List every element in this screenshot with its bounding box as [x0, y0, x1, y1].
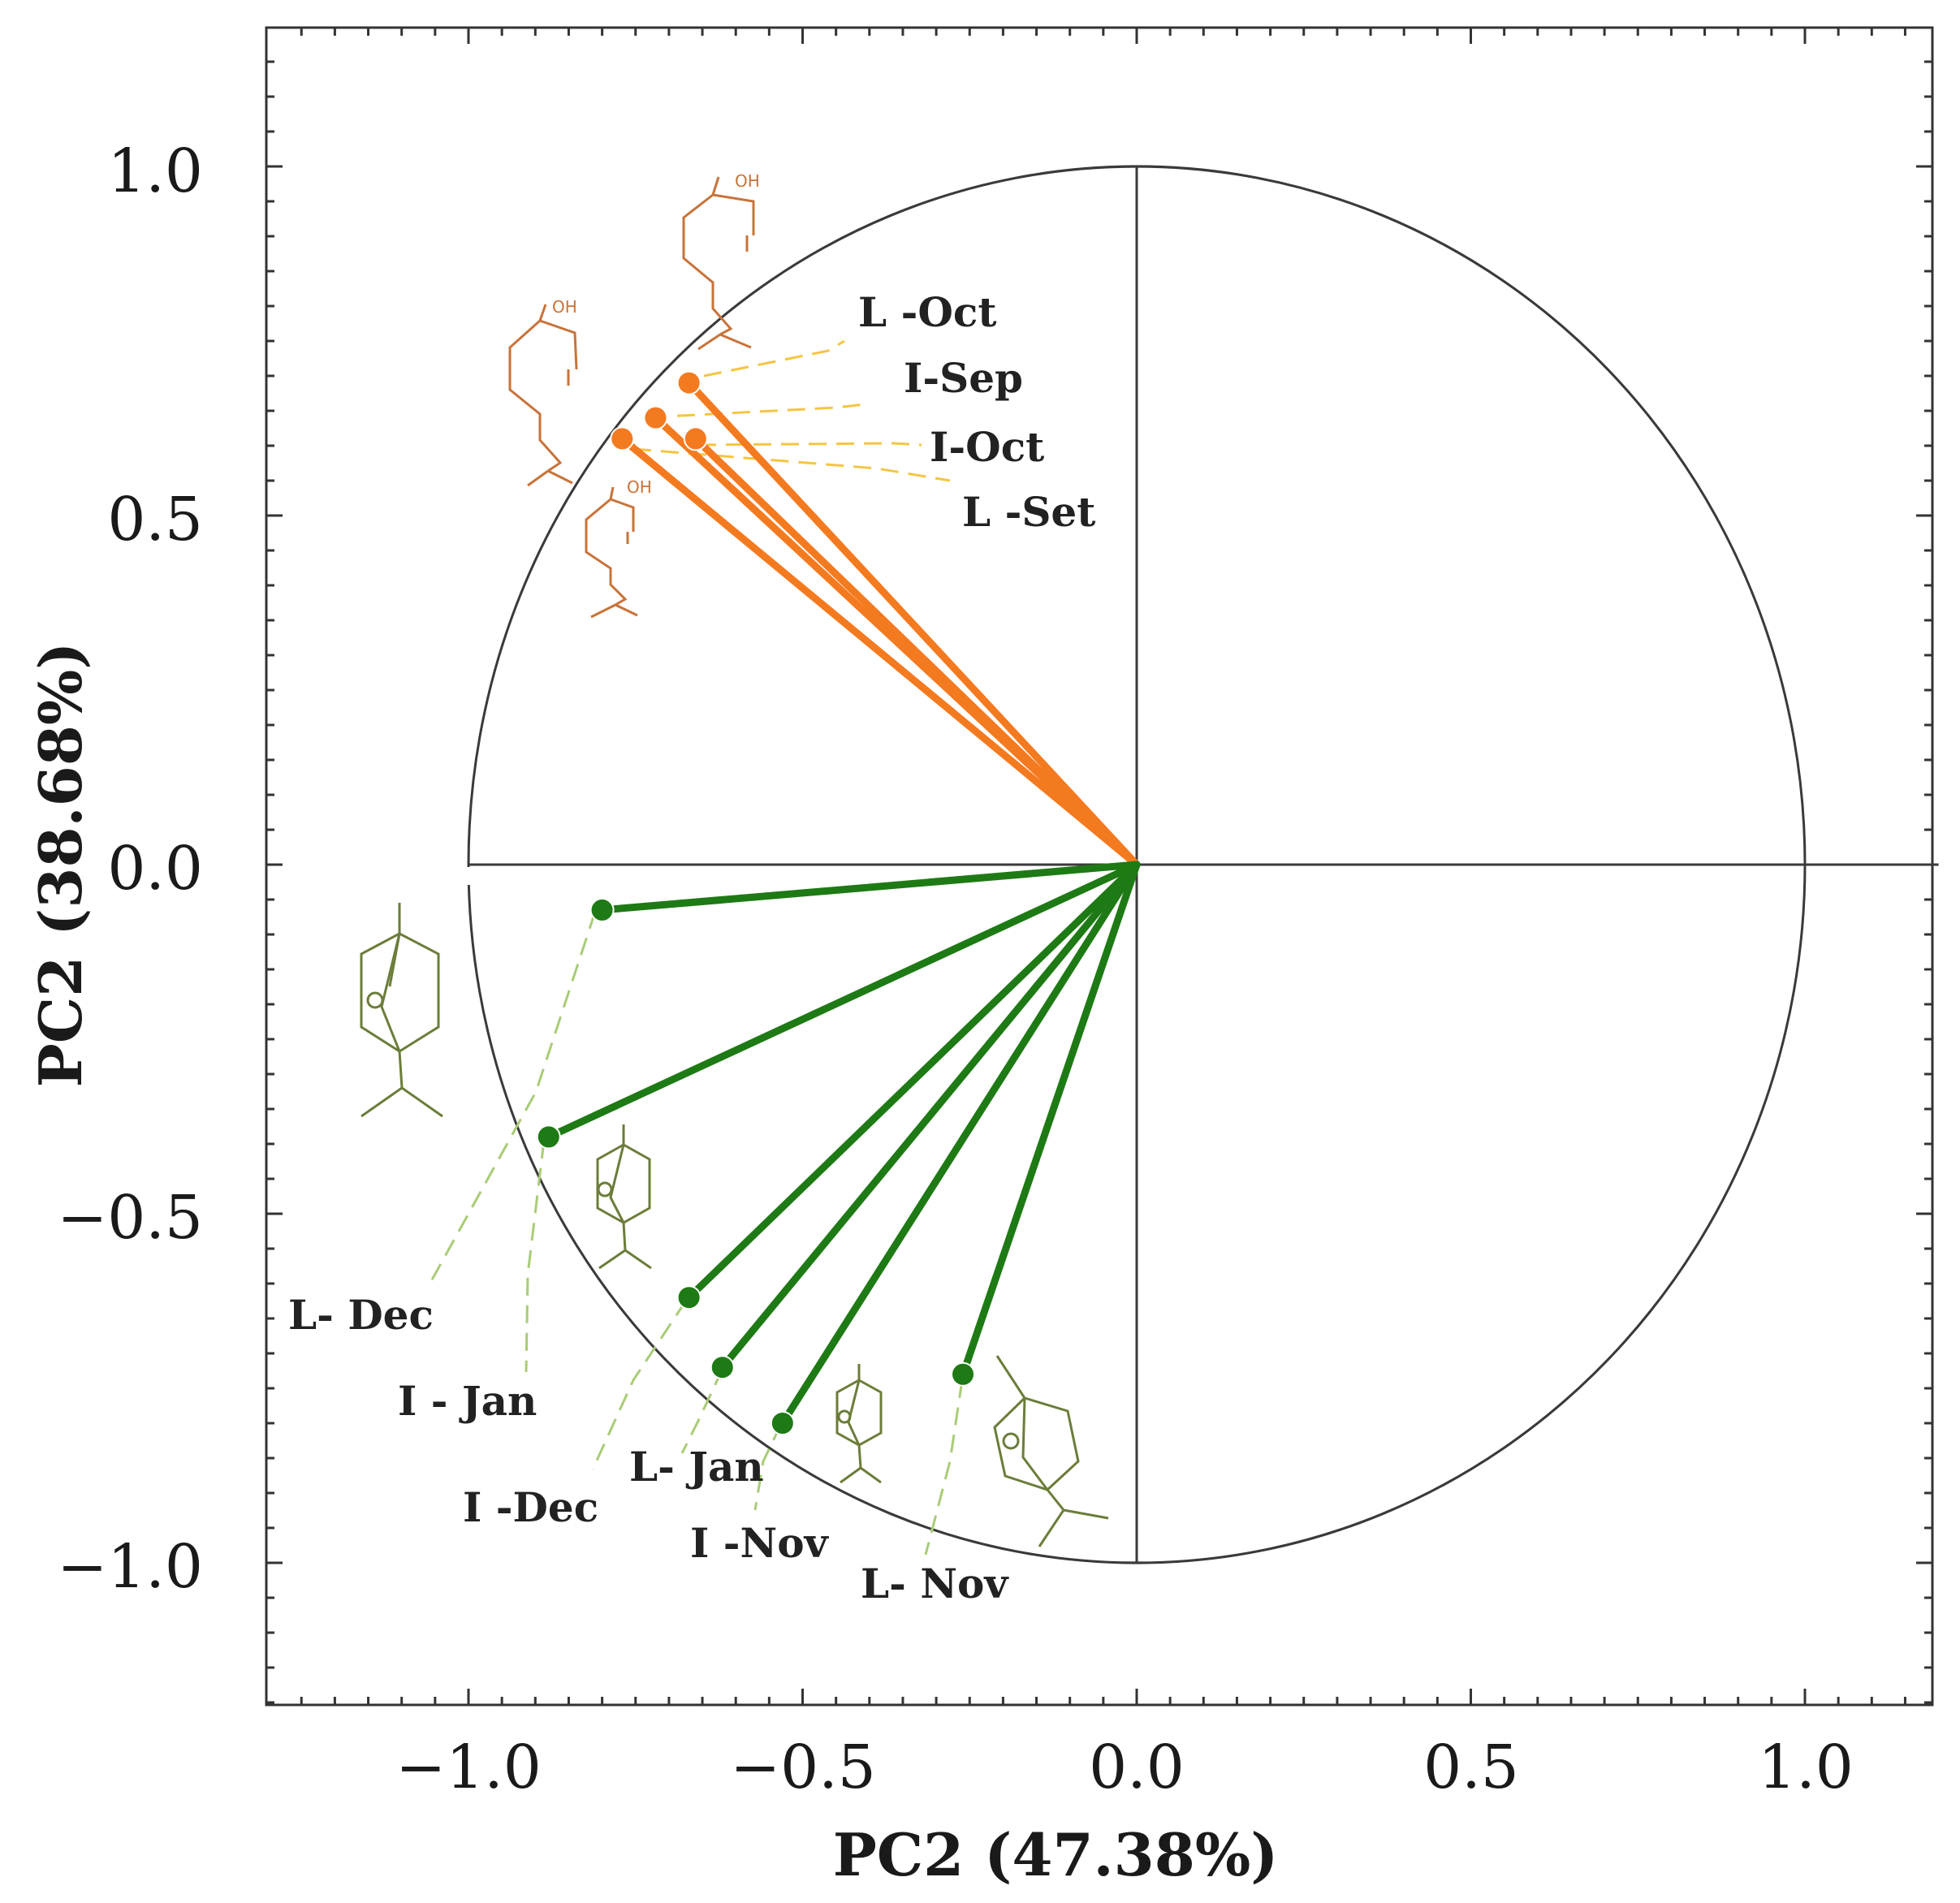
- vector-i-jan: [545, 861, 1141, 1141]
- label-i-dec: I -Dec: [463, 1483, 598, 1531]
- y-axis-title: PC2 (38.68%): [26, 642, 95, 1088]
- x-axis-title: PC2 (47.38%): [833, 1820, 1279, 1889]
- plot-frame: [265, 26, 1934, 1707]
- point-l-dec: [589, 897, 615, 922]
- point-l-nov: [951, 1361, 976, 1387]
- cineole-structure-icon: [835, 1364, 883, 1484]
- point-i-nov: [770, 1411, 795, 1435]
- cineole-structure-icon: [596, 1124, 652, 1270]
- label-i-oct: I-Oct: [930, 423, 1044, 471]
- leader-l-dec: [429, 911, 597, 1284]
- y-tick-label: 1.0: [107, 136, 203, 206]
- leader-l-oct: [703, 339, 845, 378]
- vector-l-dec: [598, 861, 1141, 914]
- x-tick-label: 0.0: [1089, 1733, 1185, 1802]
- leader-i-sep: [649, 403, 866, 419]
- linalool-structure-icon: OH: [508, 297, 578, 487]
- point-l-oct: [676, 370, 702, 395]
- leader-lines: [429, 339, 964, 1556]
- vector-i-dec: [685, 861, 1141, 1301]
- label-l-jan: L- Jan: [629, 1443, 764, 1491]
- x-tick-label: 1.0: [1758, 1733, 1854, 1802]
- cineole-structure-icon: [360, 903, 443, 1118]
- leader-i-oct: [697, 442, 922, 447]
- x-tick-label: 0.5: [1423, 1733, 1519, 1802]
- y-tick-label: 0.0: [107, 834, 203, 904]
- label-l-set: L -Set: [962, 488, 1095, 536]
- oh-label-3: OH: [627, 477, 652, 497]
- loading-vectors: [536, 370, 1141, 1435]
- label-i-sep: I-Sep: [904, 354, 1023, 402]
- point-i-oct: [683, 426, 708, 451]
- point-i-dec: [676, 1285, 702, 1310]
- point-l-jan: [710, 1355, 735, 1380]
- x-tick-label: −0.5: [730, 1733, 876, 1802]
- vector-l-nov: [959, 861, 1141, 1379]
- label-l-oct: L -Oct: [858, 288, 996, 336]
- point-l-set: [610, 426, 635, 451]
- leader-l-set: [632, 447, 951, 482]
- cineole-structure-icon: [993, 1355, 1109, 1547]
- label-i-jan: I - Jan: [398, 1377, 537, 1425]
- leader-i-jan: [525, 1140, 546, 1373]
- label-i-nov: I -Nov: [690, 1519, 830, 1567]
- leader-l-nov: [924, 1379, 964, 1556]
- x-tick-label: −1.0: [395, 1733, 542, 1802]
- circle-gap: [464, 867, 473, 885]
- y-tick-label: −0.5: [57, 1183, 203, 1253]
- leader-i-nov: [753, 1423, 783, 1511]
- linalool-structure-icon: OH: [682, 171, 760, 351]
- vector-l-oct: [685, 379, 1141, 869]
- label-l-nov: L- Nov: [861, 1560, 1009, 1607]
- y-tick-label: 0.5: [107, 485, 203, 555]
- leader-l-jan: [680, 1368, 724, 1454]
- vector-l-jan: [719, 861, 1141, 1371]
- label-l-dec: L- Dec: [288, 1291, 434, 1339]
- linalool-structure-icon: OH: [585, 477, 652, 619]
- point-i-sep: [643, 405, 668, 430]
- vector-l-set: [618, 434, 1141, 869]
- leader-i-dec: [591, 1300, 688, 1470]
- point-i-jan: [536, 1124, 561, 1150]
- oh-label-2: OH: [552, 297, 577, 317]
- vector-i-oct: [692, 434, 1141, 869]
- y-tick-label: −1.0: [57, 1532, 203, 1602]
- vector-i-nov: [779, 861, 1141, 1427]
- oh-label-1: OH: [735, 171, 760, 191]
